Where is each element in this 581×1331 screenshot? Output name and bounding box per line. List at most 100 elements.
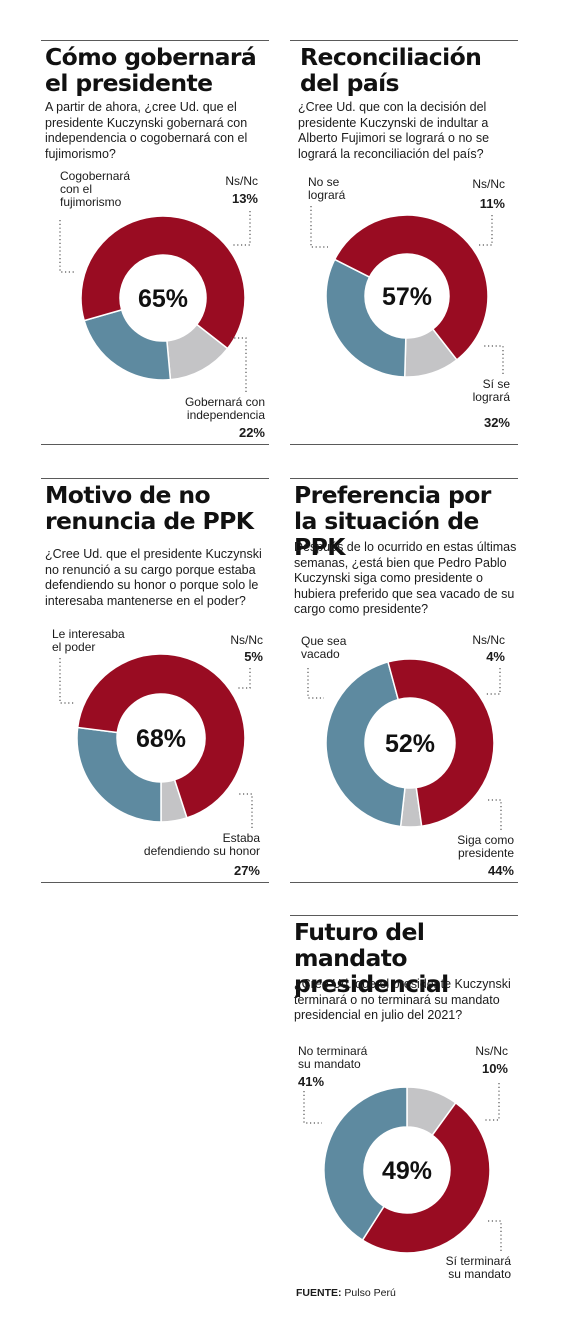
divider bbox=[41, 882, 269, 883]
chart-title: Reconciliación del país bbox=[300, 43, 482, 97]
donut-slice-red bbox=[361, 1101, 491, 1254]
label-red: Que sea vacado bbox=[301, 635, 346, 661]
leader-lines bbox=[303, 1083, 502, 1251]
leader-line-gray bbox=[486, 668, 501, 695]
chart-question: ¿Cree Ud. que el presidente Kuczynski no… bbox=[45, 547, 262, 608]
label-gray: Ns/Nc bbox=[475, 1045, 508, 1058]
divider bbox=[290, 40, 518, 41]
chart-question: ¿Cree Ud. que con la decisión del presid… bbox=[298, 100, 490, 161]
donut-slice-red bbox=[76, 653, 246, 819]
value-gray: 5% bbox=[244, 649, 263, 664]
value-gray: 10% bbox=[481, 1061, 508, 1076]
center-value-label: 52% bbox=[385, 730, 435, 758]
donut-chart: 68% bbox=[76, 653, 246, 823]
center-value-label: 68% bbox=[136, 725, 186, 753]
leader-line-blue bbox=[488, 799, 502, 830]
divider bbox=[41, 444, 269, 445]
center-value-label: 57% bbox=[382, 283, 432, 311]
leader-line-gray bbox=[237, 668, 251, 689]
leader-line-red bbox=[307, 668, 324, 699]
value-blue: 32% bbox=[483, 415, 510, 430]
leader-lines bbox=[310, 206, 504, 374]
label-line: Ns/Nc bbox=[472, 633, 505, 647]
value-blue: 41% bbox=[298, 1074, 325, 1089]
label-line: Ns/Nc bbox=[475, 1044, 508, 1058]
label-line: Sí se bbox=[482, 377, 510, 391]
chart-panel-1: Cómo gobernará el presidente A partir de… bbox=[41, 40, 269, 445]
label-line: Le interesaba bbox=[52, 627, 125, 641]
label-red: No se logrará bbox=[308, 176, 345, 202]
chart-title: Cómo gobernará el presidente bbox=[45, 43, 257, 97]
leader-line-red bbox=[486, 1220, 502, 1251]
leader-line-red bbox=[310, 206, 328, 248]
label-line: Siga como bbox=[457, 833, 514, 847]
label-line: Ns/Nc bbox=[225, 174, 258, 188]
donut-slice-blue bbox=[323, 1086, 408, 1242]
label-red: Sí terminará su mandato bbox=[446, 1255, 511, 1281]
leader-line-gray bbox=[233, 211, 251, 246]
value-blue: 44% bbox=[487, 863, 514, 878]
value-blue: 27% bbox=[233, 863, 260, 878]
label-line: No terminará bbox=[298, 1044, 368, 1058]
label-line: fujimorismo bbox=[60, 195, 122, 209]
leader-line-blue bbox=[303, 1091, 322, 1124]
label-line: logrará bbox=[308, 188, 346, 202]
chart-title: Futuro del mandato presidencial bbox=[294, 918, 449, 998]
label-line: No se bbox=[308, 175, 340, 189]
label-line: Cogobernará bbox=[60, 169, 131, 183]
chart-panel-4: Preferencia por la situación de PPK Desp… bbox=[290, 478, 518, 883]
divider bbox=[290, 444, 518, 445]
chart-question: A partir de ahora, ¿cree Ud. que el pres… bbox=[45, 100, 248, 161]
label-line: Estaba bbox=[222, 831, 260, 845]
label-line: Sí terminará bbox=[445, 1254, 511, 1268]
value-gray: 13% bbox=[231, 191, 258, 206]
label-line: Ns/Nc bbox=[472, 177, 505, 191]
chart-question: ¿Cree Ud. que el presidente Kuczynski te… bbox=[294, 977, 511, 1022]
value-gray: 11% bbox=[479, 196, 505, 211]
label-gray: Ns/Nc bbox=[225, 175, 258, 188]
label-line: su mandato bbox=[298, 1057, 361, 1071]
label-line: defendiendo su honor bbox=[143, 844, 260, 858]
label-line: logrará bbox=[472, 390, 510, 404]
leader-lines bbox=[307, 668, 502, 830]
divider bbox=[290, 915, 518, 916]
label-line: el poder bbox=[52, 640, 96, 654]
donut-slice-blue bbox=[325, 661, 406, 828]
leader-line-red bbox=[59, 220, 75, 273]
chart-panel-5: Futuro del mandato presidencial ¿Cree Ud… bbox=[290, 915, 518, 1285]
label-blue: Gobernará con independencia bbox=[185, 396, 265, 422]
leader-line-gray bbox=[478, 215, 493, 246]
source-text: Pulso Perú bbox=[341, 1287, 396, 1299]
label-line: presidente bbox=[457, 846, 514, 860]
label-line: Gobernará con bbox=[184, 395, 265, 409]
donut-slice-blue bbox=[83, 308, 172, 381]
leader-line-blue bbox=[484, 345, 504, 374]
label-blue: Estaba defendiendo su honor bbox=[144, 832, 260, 858]
donut-slice-red bbox=[387, 658, 495, 828]
donut-chart: 57% bbox=[325, 214, 489, 378]
label-line: Que sea bbox=[301, 634, 347, 648]
center-value-label: 65% bbox=[138, 285, 188, 313]
divider bbox=[41, 478, 269, 479]
source-label: FUENTE: bbox=[296, 1287, 342, 1299]
label-blue: Siga como presidente bbox=[457, 834, 514, 860]
source-note: FUENTE: Pulso Perú bbox=[296, 1287, 396, 1299]
donut-chart: 49% bbox=[323, 1086, 491, 1254]
donut-slice-blue bbox=[76, 726, 162, 823]
label-line: con el bbox=[60, 182, 93, 196]
center-value-label: 49% bbox=[382, 1157, 432, 1185]
value-blue: 22% bbox=[238, 425, 265, 440]
leader-lines bbox=[59, 211, 251, 392]
leader-line-red bbox=[59, 658, 75, 704]
label-blue: No terminará su mandato bbox=[298, 1045, 367, 1071]
label-gray: Ns/Nc bbox=[472, 178, 505, 191]
label-line: Ns/Nc bbox=[230, 633, 263, 647]
chart-title: Preferencia por la situación de PPK bbox=[294, 481, 491, 561]
leader-line-blue bbox=[237, 793, 253, 828]
chart-title: Motivo de no renuncia de PPK bbox=[45, 481, 254, 535]
divider bbox=[290, 882, 518, 883]
label-line: su mandato bbox=[448, 1267, 511, 1281]
label-gray: Ns/Nc bbox=[472, 634, 505, 647]
value-gray: 4% bbox=[486, 649, 505, 664]
donut-chart: 52% bbox=[325, 658, 495, 828]
